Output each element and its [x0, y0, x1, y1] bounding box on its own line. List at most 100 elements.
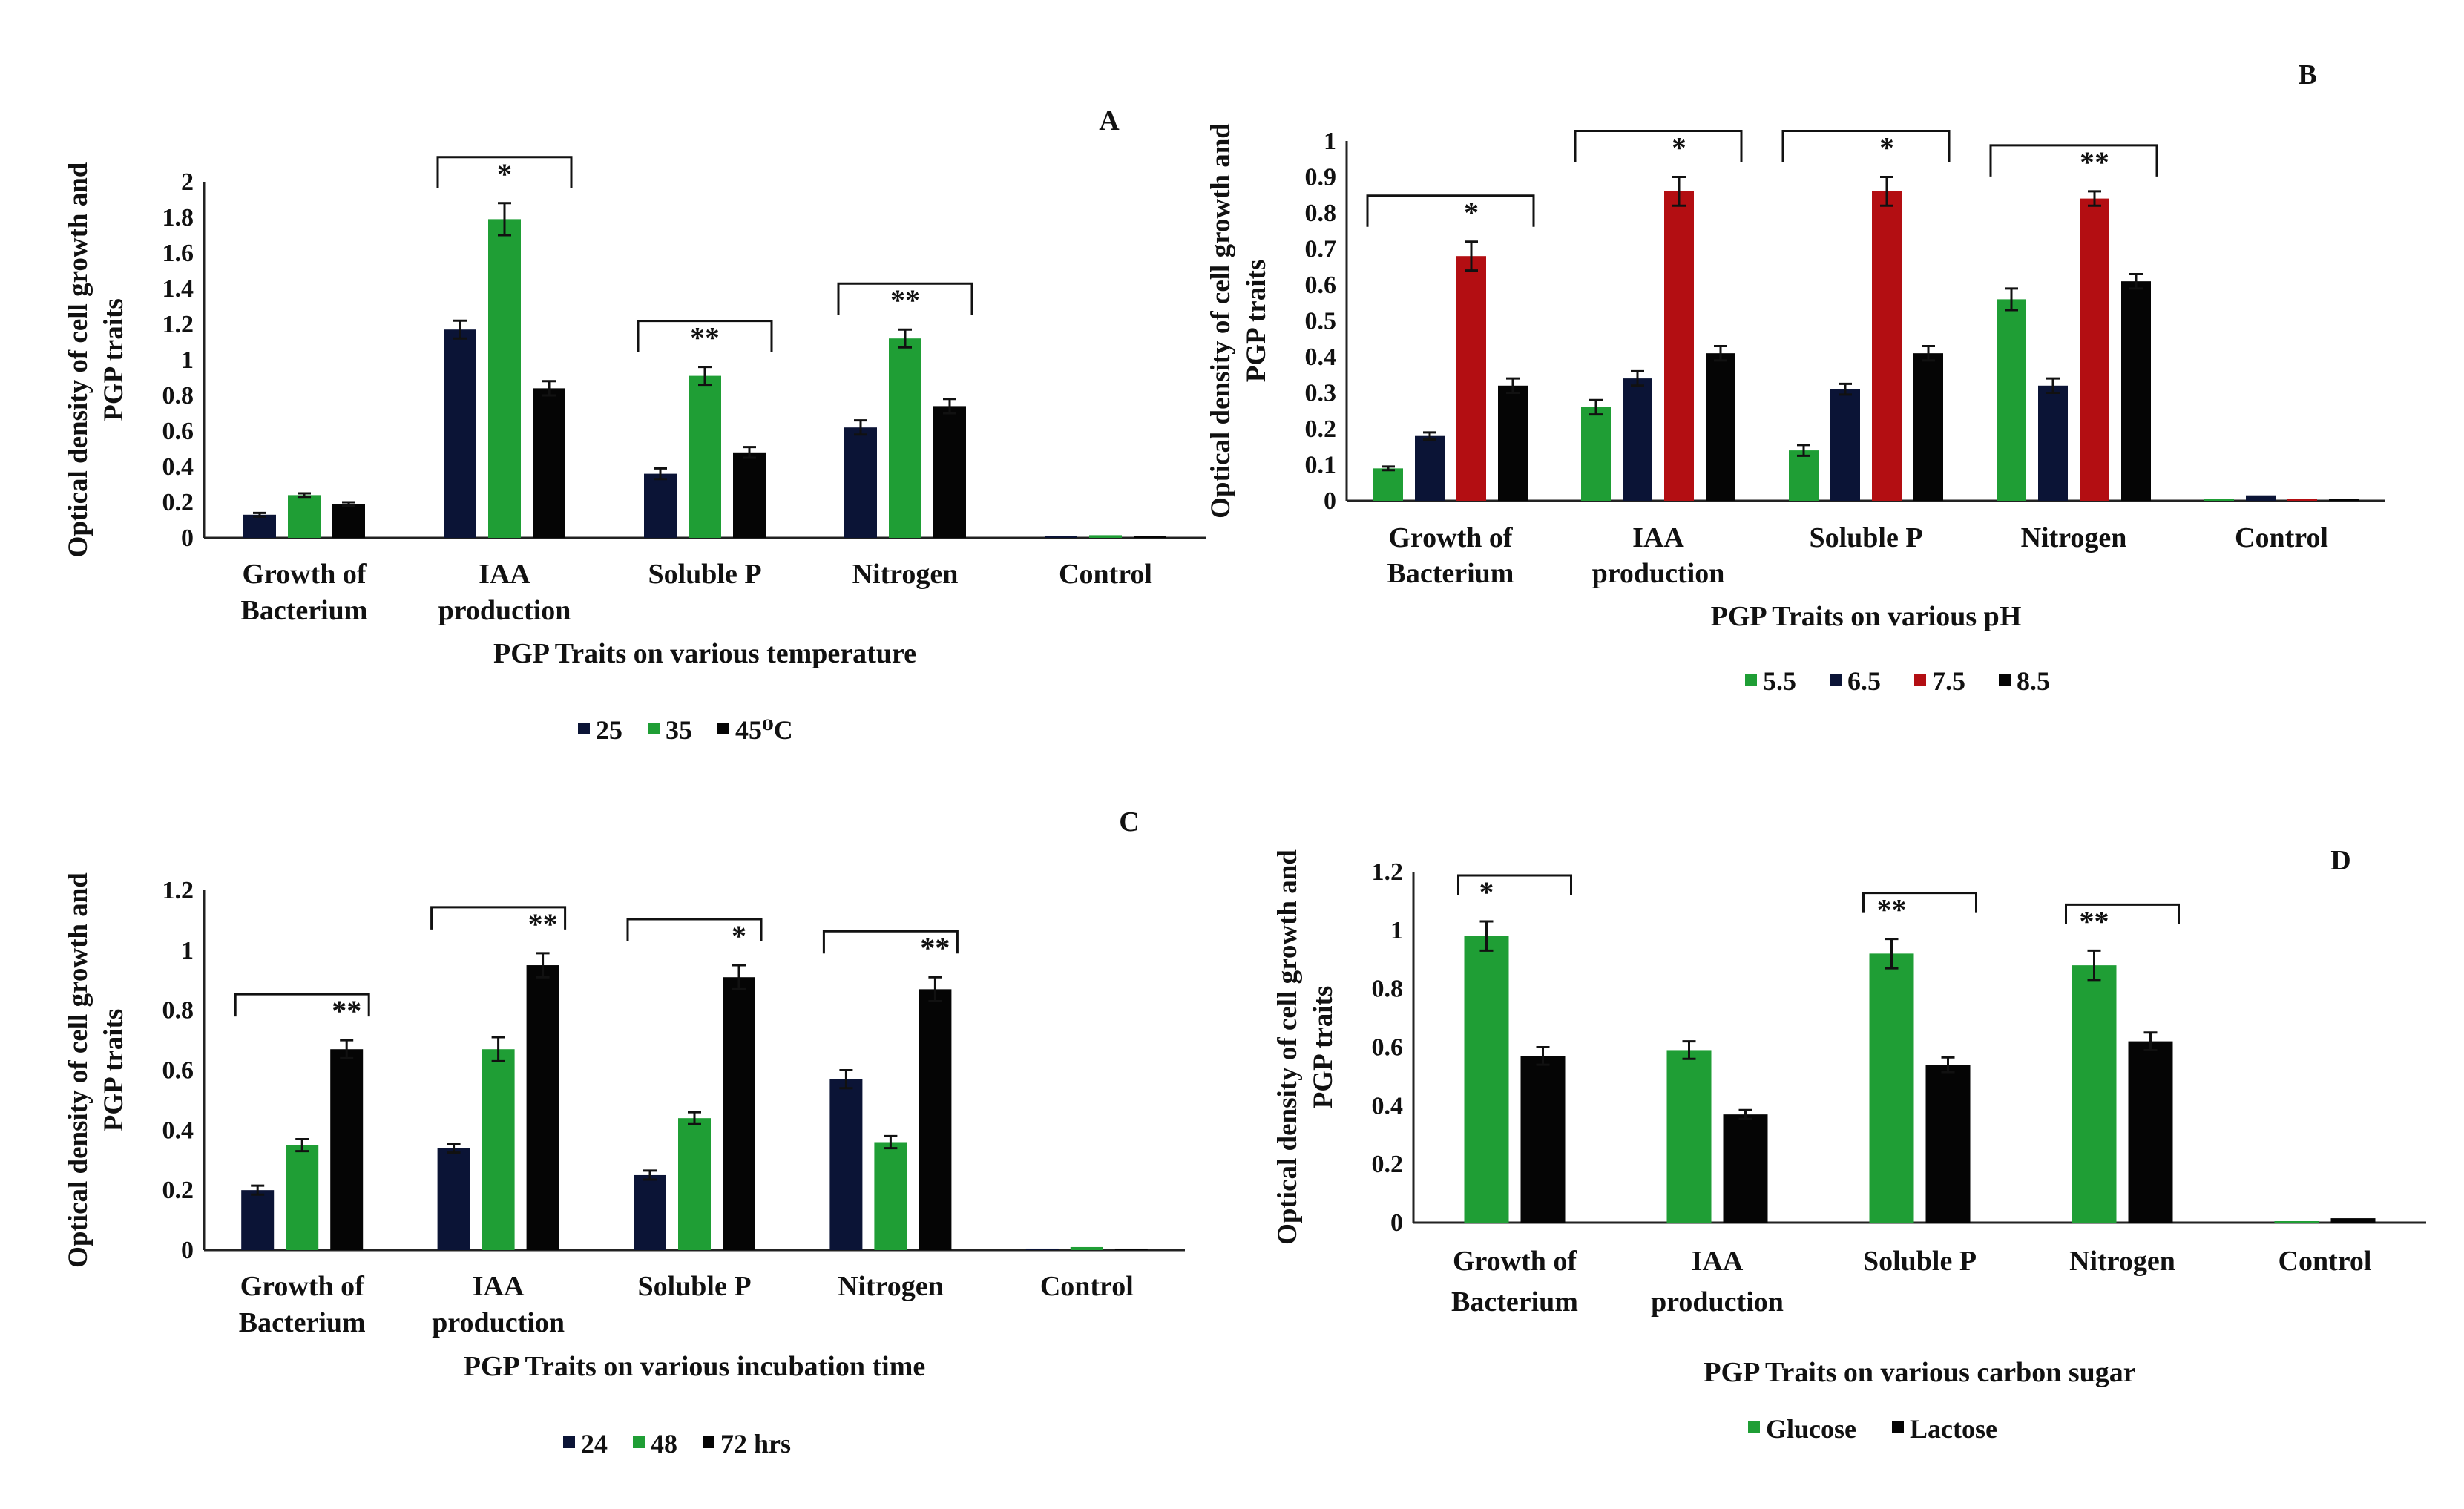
panel-a-category-label: Growth of	[242, 559, 367, 590]
panel-c-bar	[678, 1118, 711, 1250]
panel-b-bar	[1373, 468, 1403, 501]
panel-b-bar	[1623, 378, 1652, 501]
panel-b-significance-label: *	[1672, 131, 1686, 165]
panel-c-ytick-label: 0.8	[162, 997, 194, 1025]
panel-a-legend-label: 45⁰C	[735, 715, 793, 745]
panel-c-bar	[634, 1174, 666, 1250]
panel-d-bar	[1666, 1050, 1712, 1223]
panel-b-significance-label: *	[1879, 131, 1894, 165]
panel-b-ytick-label: 0.3	[1305, 380, 1337, 407]
panel-b-ytick-label: 1	[1324, 128, 1336, 155]
panel-a-bar	[644, 473, 677, 538]
panel-b-bar	[1789, 450, 1819, 501]
panel-b-significance-bracket	[1781, 130, 1951, 162]
panel-b-bar	[1498, 385, 1528, 501]
panel-c-x-axis-label: PGP Traits on various incubation time	[464, 1351, 925, 1382]
panel-d-significance-bracket	[1862, 892, 1977, 913]
panel-a-legend-swatch	[578, 723, 590, 734]
panel-d-ytick-label: 1.2	[1372, 858, 1404, 886]
chart-panel-c: C 0 0.2 0.4 0.6 0.8 1 1.2 Optical density of cel…	[63, 806, 1185, 1459]
panel-c-significance-bracket	[822, 930, 959, 954]
panel-c-significance-label: **	[332, 994, 361, 1028]
panel-c-ytick-label: 0.6	[162, 1057, 194, 1085]
panel-a-bar	[332, 504, 365, 538]
panel-b-legend-swatch	[1999, 674, 2011, 686]
panel-a-bar	[733, 452, 766, 538]
panel-a-category-label: Bacterium	[241, 595, 368, 626]
panel-d-x-axis-label: PGP Traits on various carbon sugar	[1704, 1357, 2135, 1388]
panel-c-category-label: Bacterium	[239, 1307, 366, 1338]
panel-b-bar	[1872, 191, 1902, 501]
panel-c-bar	[330, 1049, 364, 1250]
panel-a-ytick-label: 0.6	[162, 418, 194, 445]
panel-b-category-label: IAA	[1632, 522, 1684, 553]
panel-c-category-label: Nitrogen	[838, 1271, 944, 1302]
panel-c-ytick-label: 1	[181, 937, 194, 964]
panel-c-category-label: IAA	[473, 1271, 525, 1302]
panel-c-ytick-label: 0.4	[162, 1117, 194, 1144]
panel-b-bar	[2329, 499, 2359, 501]
panel-a-x-axis-label: PGP Traits on various temperature	[493, 638, 916, 669]
panel-a-ytick-label: 1.8	[162, 204, 194, 231]
panel-d-bar	[2274, 1221, 2319, 1223]
panel-b-ytick-label: 0	[1324, 487, 1336, 515]
panel-b-ytick-label: 0.8	[1305, 200, 1337, 227]
panel-d-category-label: Nitrogen	[2069, 1246, 2175, 1277]
panel-d-bar	[2072, 965, 2117, 1223]
panel-d-y-axis-label: Optical density of cell growth and	[1272, 849, 1303, 1245]
panel-a-category-label: Nitrogen	[852, 559, 959, 590]
panel-d-significance-bracket	[1457, 874, 1572, 895]
panel-d-legend-label: Glucose	[1766, 1414, 1856, 1444]
panel-b-legend-label: 8.5	[2017, 666, 2050, 696]
panel-a-significance-bracket	[637, 320, 773, 352]
panel-b-bar	[1456, 256, 1486, 501]
panel-d-bar	[2330, 1218, 2376, 1223]
chart-panel-d: D 0 0.2 0.4 0.6 0.8 1 1.2 Optical density of cel…	[1272, 845, 2426, 1444]
panel-a-legend-swatch	[648, 723, 660, 734]
panel-c-bar	[241, 1190, 275, 1250]
panel-d-bar	[1464, 936, 1509, 1223]
panel-a-significance-label: **	[690, 321, 720, 355]
panel-b-bar	[2121, 281, 2151, 501]
panel-c-bar	[723, 977, 755, 1250]
panel-b-bar	[2287, 499, 2317, 501]
panel-b-category-label: Growth of	[1388, 522, 1513, 553]
panel-b-legend-swatch	[1745, 674, 1757, 686]
panel-a-ytick-label: 1.4	[162, 275, 194, 303]
panel-c-ytick-label: 0	[181, 1237, 194, 1264]
panel-c-y-axis-label: Optical density of cell growth and	[63, 872, 93, 1268]
panel-a-legend-label: 25	[596, 715, 622, 745]
panel-a-category-label: Soluble P	[648, 559, 761, 590]
panel-c-significance-label: **	[528, 907, 558, 941]
panel-c-category-label: production	[432, 1307, 565, 1338]
panel-c-bar	[919, 989, 952, 1250]
panel-d-ytick-label: 1	[1390, 917, 1403, 944]
panel-c-significance-bracket	[430, 906, 567, 930]
panel-c-significance-label: *	[732, 919, 746, 953]
panel-a-bar	[844, 427, 877, 538]
panel-b-bar	[2246, 495, 2276, 501]
panel-d-legend-label: Lactose	[1910, 1414, 1997, 1444]
panel-b-legend-label: 7.5	[1932, 666, 1965, 696]
panel-a-ytick-label: 0	[181, 525, 194, 552]
chart-panel-b: B 0 0.1 0.2 0.3 0.4 0.5 0.6 0.7 0.8 0.9 1 Optical de…	[1206, 59, 2385, 696]
panel-a-ytick-label: 2	[181, 168, 194, 196]
panel-a-ytick-label: 1.6	[162, 240, 194, 267]
panel-a-bar	[488, 219, 521, 538]
panel-a-ytick-label: 0.4	[162, 453, 194, 481]
panel-d-legend-swatch	[1748, 1421, 1760, 1433]
panel-b-ytick-label: 0.9	[1305, 164, 1337, 191]
panel-c-legend-swatch	[633, 1436, 645, 1448]
panel-d-category-label: Control	[2279, 1246, 2372, 1277]
panel-a-bar	[444, 329, 476, 538]
panel-c-bar	[829, 1079, 863, 1250]
panel-d-ytick-label: 0.8	[1372, 976, 1404, 1003]
panel-d-letter: D	[2330, 845, 2350, 876]
panel-d-ytick-label: 0.2	[1372, 1151, 1404, 1178]
panel-a-bar	[1045, 536, 1077, 538]
panel-a-bar	[889, 338, 921, 538]
panel-b-y-axis-label: Optical density of cell growth and	[1206, 123, 1236, 519]
panel-b-ytick-label: 0.7	[1305, 236, 1337, 263]
panel-a-y-axis-label: PGP traits	[99, 298, 129, 421]
